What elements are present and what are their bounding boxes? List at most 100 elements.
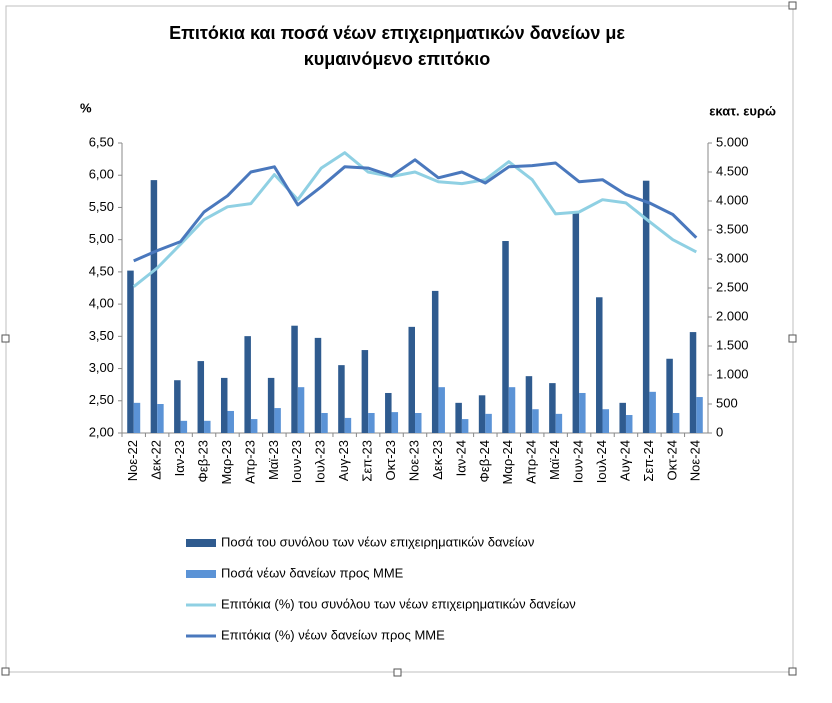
bar [525, 376, 533, 433]
x-tick-label: Οκτ-23 [383, 440, 398, 481]
bar [274, 408, 281, 433]
x-tick-label: Νοε-24 [688, 440, 703, 481]
x-tick-label: Ιουν-23 [289, 440, 304, 483]
y2-tick-label: 3.000 [716, 250, 749, 265]
bar [625, 415, 633, 433]
y-tick-label: 5,50 [89, 199, 114, 214]
bar [391, 412, 399, 433]
y-tick-label: 3,00 [89, 360, 114, 375]
x-tick-label: Ιαν-23 [172, 440, 187, 476]
bar [455, 402, 462, 433]
x-tick-label: Μαϊ-24 [547, 440, 562, 480]
bar [666, 358, 673, 433]
line [132, 151, 697, 288]
y-tick-label: 5,00 [89, 231, 114, 246]
y2-tick-label: 1.500 [716, 337, 749, 352]
y2-tick-label: 5.000 [716, 134, 749, 149]
x-tick-label: Αυγ-24 [617, 440, 632, 481]
bar [297, 387, 305, 433]
bar [572, 212, 580, 433]
y2-tick-label: 3.500 [716, 221, 749, 236]
bar [157, 404, 164, 433]
x-tick-label: Μαϊ-23 [266, 440, 281, 480]
bar [250, 419, 258, 433]
bar [408, 326, 415, 433]
x-tick-label: Αυγ-23 [336, 440, 351, 481]
x-tick-label: Ιαν-24 [453, 440, 468, 476]
bar [150, 180, 158, 433]
bar [267, 377, 275, 433]
bar [314, 337, 322, 433]
bar [555, 413, 563, 433]
x-tick-label: Νοε-22 [125, 440, 140, 481]
bar [174, 380, 181, 433]
bar [321, 412, 328, 433]
bar [502, 241, 509, 433]
bar [596, 297, 603, 433]
bar [338, 365, 345, 433]
legend-swatch [186, 539, 216, 547]
y2-tick-label: 1.000 [716, 366, 749, 381]
y2-tick-label: 4.500 [716, 163, 749, 178]
chart-title: Επιτόκια και ποσά νέων επιχειρηματικών δ… [169, 23, 625, 69]
y2-tick-label: 4.000 [716, 192, 749, 207]
legend-label: Επιτόκια (%) του συνόλου των νέων επιχει… [221, 596, 576, 611]
legend-label: Ποσά νέων δανείων προς ΜΜΕ [221, 565, 404, 580]
y2-tick-label: 500 [716, 395, 738, 410]
x-tick-label: Οκτ-24 [664, 440, 679, 481]
bar [197, 361, 205, 433]
bar [532, 409, 539, 433]
x-tick-label: Μαρ-23 [219, 440, 234, 485]
bar [368, 412, 375, 433]
y-tick-label: 4,50 [89, 263, 114, 278]
bar [431, 290, 439, 433]
x-tick-label: Δεκ-22 [149, 440, 164, 480]
bar [291, 325, 298, 433]
bar [508, 387, 516, 433]
x-tick-label: Απρ-23 [242, 440, 257, 484]
bar [549, 383, 556, 433]
bar [672, 412, 680, 433]
x-tick-label: Σεπ-24 [641, 440, 656, 482]
bar [385, 392, 392, 433]
bar [579, 392, 586, 433]
bar [619, 402, 626, 433]
x-tick-label: Σεπ-23 [360, 440, 375, 482]
selection-handles [1, 1, 797, 677]
bar [127, 270, 134, 433]
y2-axis-label: εκατ. ευρώ [709, 103, 776, 118]
bar [415, 412, 422, 433]
legend-label: Ποσά του συνόλου των νέων επιχειρηματικώ… [221, 534, 534, 549]
y-tick-label: 6,00 [89, 167, 114, 182]
x-tick-label: Φεβ-24 [477, 440, 492, 482]
y-tick-label: 4,00 [89, 296, 114, 311]
x-tick-label: Ιουλ-24 [594, 440, 609, 483]
y-tick-label: 6,50 [89, 134, 114, 149]
x-tick-label: Μαρ-24 [500, 440, 515, 485]
bar [361, 350, 369, 433]
legend-swatch [186, 570, 216, 578]
x-tick-label: Νοε-23 [406, 440, 421, 481]
legend-label: Επιτόκια (%) νέων δανείων προς ΜΜΕ [221, 627, 445, 642]
line [133, 158, 698, 263]
bar [642, 180, 650, 433]
bar [478, 395, 486, 433]
y2-tick-label: 2.500 [716, 279, 749, 294]
bar [204, 420, 211, 433]
bar [344, 417, 352, 433]
bar [220, 377, 228, 433]
bar [227, 410, 234, 433]
bar [180, 420, 188, 433]
bar [133, 402, 141, 433]
bar [696, 397, 703, 433]
bar [461, 419, 469, 433]
x-tick-label: Δεκ-23 [430, 440, 445, 480]
y-tick-label: 3,50 [89, 328, 114, 343]
bar [244, 336, 251, 433]
bar [602, 409, 610, 433]
x-tick-label: Ιουν-24 [571, 440, 586, 483]
x-tick-label: Ιουλ-23 [313, 440, 328, 483]
y2-tick-label: 0 [716, 424, 723, 439]
